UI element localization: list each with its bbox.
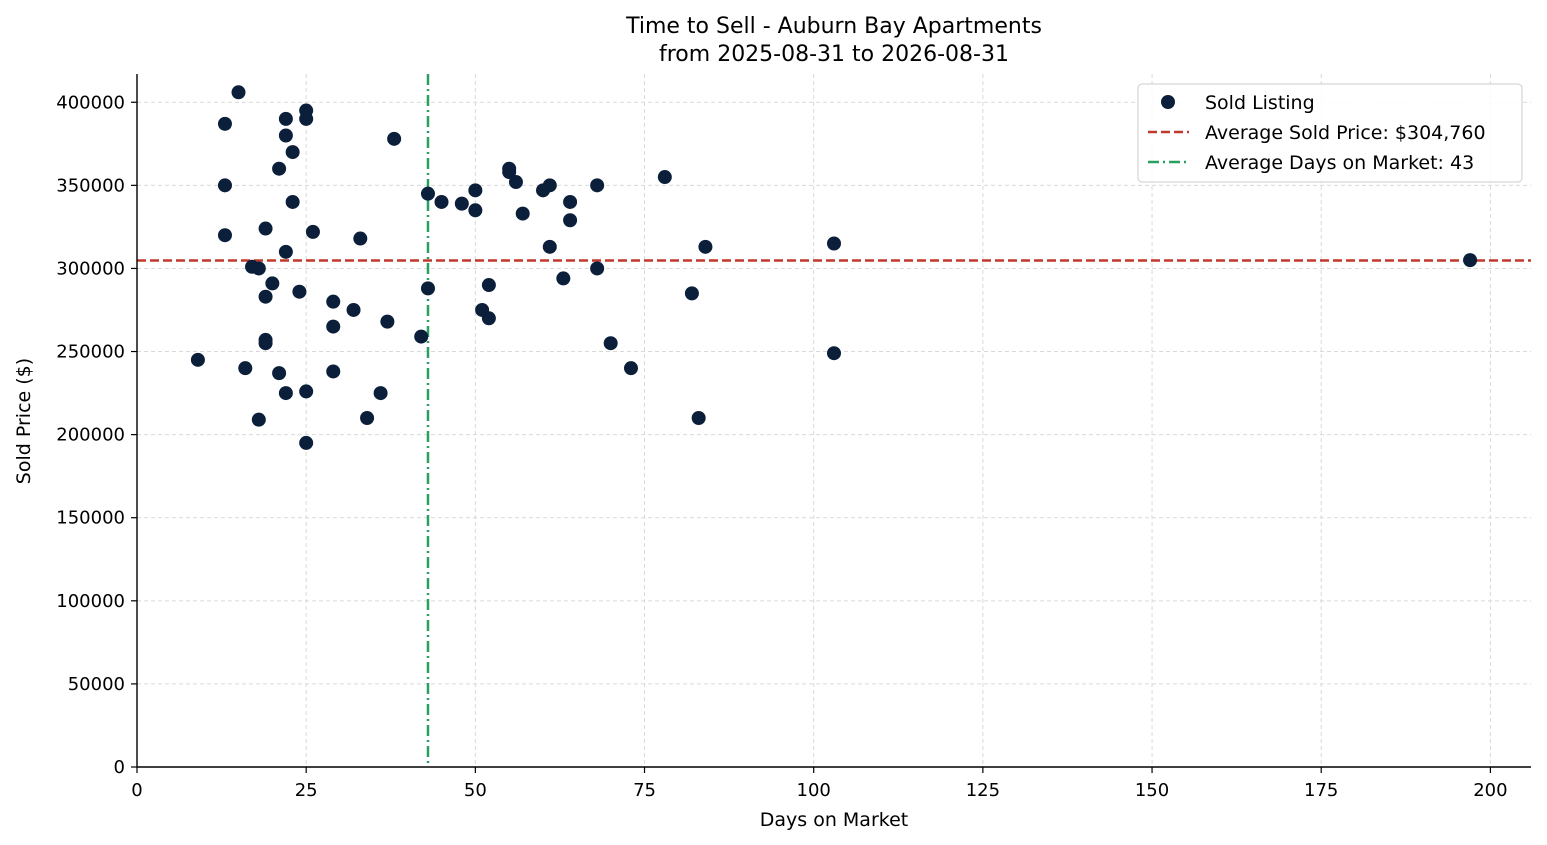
sold-listing-point bbox=[285, 194, 300, 209]
sold-listing-point bbox=[481, 278, 496, 293]
chart-title-line1: Time to Sell - Auburn Bay Apartments bbox=[625, 14, 1042, 39]
sold-listing-point bbox=[190, 352, 205, 367]
legend-box bbox=[1137, 83, 1523, 183]
sold-listing-point bbox=[272, 161, 287, 176]
sold-listing-point bbox=[563, 194, 578, 209]
sold-listing-point bbox=[231, 85, 246, 100]
sold-listing-point bbox=[698, 239, 713, 254]
x-tick-label: 25 bbox=[295, 780, 318, 801]
y-tick-label: 250000 bbox=[56, 342, 125, 363]
tick-labels: 0 25 50 75 100 125 150 175 200 0 50000 100000 150000… bbox=[56, 92, 1507, 801]
sold-listing-point bbox=[299, 435, 314, 450]
sold-listing-point bbox=[217, 228, 232, 243]
sold-listing-point bbox=[258, 289, 273, 304]
sold-listing-point bbox=[251, 261, 266, 276]
sold-listing-point bbox=[258, 221, 273, 236]
sold-listing-point bbox=[251, 412, 266, 427]
sold-listing-point bbox=[346, 302, 361, 317]
legend-label-sold-listing: Sold Listing bbox=[1205, 92, 1315, 114]
y-tick-label: 350000 bbox=[56, 175, 125, 196]
sold-listing-point bbox=[590, 261, 605, 276]
sold-listing-point bbox=[292, 284, 307, 299]
sold-listing-point bbox=[590, 178, 605, 193]
sold-listing-point bbox=[1463, 253, 1478, 268]
legend: Sold Listing Average Sold Price: $304,76… bbox=[1137, 83, 1523, 183]
sold-listing-point bbox=[623, 361, 638, 376]
x-tick-label: 50 bbox=[464, 780, 487, 801]
sold-listing-point bbox=[414, 329, 429, 344]
sold-listing-point bbox=[380, 314, 395, 329]
sold-listing-point bbox=[691, 411, 706, 426]
legend-entry-sold-listing: Sold Listing bbox=[1161, 92, 1315, 114]
x-tick-label: 100 bbox=[797, 780, 831, 801]
chart-title-line2: from 2025-08-31 to 2026-08-31 bbox=[659, 42, 1009, 67]
sold-listing-point bbox=[827, 346, 841, 361]
sold-listing-point bbox=[326, 364, 341, 379]
sold-listing-point bbox=[481, 311, 496, 326]
sold-listing-point bbox=[515, 206, 530, 221]
x-tick-label: 0 bbox=[131, 780, 142, 801]
sold-listing-point bbox=[434, 194, 449, 209]
legend-label-avg-price: Average Sold Price: $304,760 bbox=[1205, 122, 1486, 144]
sold-listing-point bbox=[360, 411, 375, 426]
sold-listing-point bbox=[563, 213, 578, 228]
sold-listing-point bbox=[217, 178, 232, 193]
y-tick-label: 50000 bbox=[68, 674, 125, 695]
sold-listing-point bbox=[299, 111, 314, 126]
sold-listing-point bbox=[373, 386, 388, 401]
sold-listing-point bbox=[508, 175, 523, 190]
sold-listing-point bbox=[258, 336, 273, 351]
sold-listing-point bbox=[454, 196, 469, 211]
axes bbox=[131, 74, 1531, 773]
sold-listing-point bbox=[468, 183, 483, 198]
sold-listing-point bbox=[278, 244, 293, 259]
x-tick-label: 175 bbox=[1304, 780, 1338, 801]
sold-listing-point bbox=[238, 361, 253, 376]
x-axis-label: Days on Market bbox=[760, 809, 908, 831]
x-tick-label: 75 bbox=[633, 780, 656, 801]
sold-listing-point bbox=[468, 203, 483, 218]
sold-listing-point bbox=[556, 271, 571, 286]
sold-listing-point bbox=[278, 128, 293, 143]
y-axis-label: Sold Price ($) bbox=[13, 358, 35, 484]
legend-label-avg-days: Average Days on Market: 43 bbox=[1205, 152, 1474, 174]
x-tick-label: 200 bbox=[1473, 780, 1507, 801]
legend-marker-icon bbox=[1161, 95, 1175, 109]
legend-entry-avg-days: Average Days on Market: 43 bbox=[1148, 152, 1474, 174]
y-tick-label: 100000 bbox=[56, 591, 125, 612]
data-points bbox=[190, 85, 1478, 450]
sold-listing-point bbox=[387, 131, 402, 146]
y-tick-label: 200000 bbox=[56, 425, 125, 446]
sold-listing-point bbox=[657, 170, 672, 185]
sold-listing-point bbox=[827, 236, 841, 251]
sold-listing-point bbox=[542, 239, 557, 254]
x-tick-label: 125 bbox=[966, 780, 1000, 801]
y-tick-label: 0 bbox=[114, 757, 125, 778]
sold-listing-point bbox=[299, 384, 314, 399]
sold-listing-point bbox=[265, 276, 280, 291]
sold-listing-point bbox=[326, 294, 341, 309]
sold-listing-point bbox=[542, 178, 557, 193]
sold-listing-point bbox=[684, 286, 699, 301]
y-tick-label: 400000 bbox=[56, 92, 125, 113]
sold-listing-point bbox=[420, 281, 435, 296]
sold-listing-point bbox=[278, 111, 293, 126]
y-tick-label: 150000 bbox=[56, 508, 125, 529]
sold-listing-point bbox=[272, 366, 287, 381]
sold-listing-point bbox=[326, 319, 341, 334]
y-tick-label: 300000 bbox=[56, 258, 125, 279]
sold-listing-point bbox=[420, 186, 435, 201]
sold-listing-point bbox=[353, 231, 368, 246]
sold-listing-point bbox=[278, 386, 293, 401]
legend-entry-avg-price: Average Sold Price: $304,760 bbox=[1148, 122, 1486, 144]
sold-listing-point bbox=[305, 224, 320, 239]
x-tick-label: 150 bbox=[1135, 780, 1169, 801]
sold-listing-point bbox=[285, 145, 300, 160]
sold-listing-point bbox=[217, 116, 232, 131]
sold-listing-point bbox=[603, 336, 618, 351]
sold-listing-point bbox=[502, 165, 517, 180]
